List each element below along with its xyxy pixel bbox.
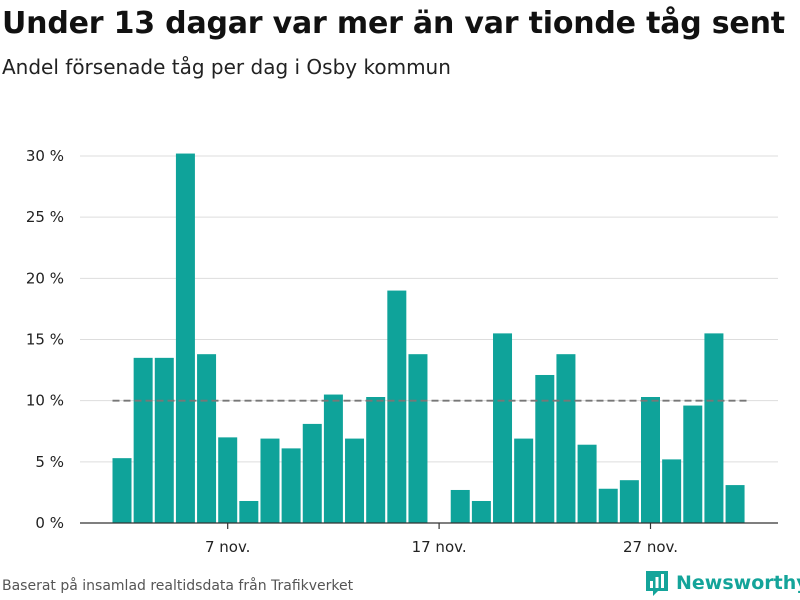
- bar: [725, 485, 745, 523]
- y-tick-label: 25 %: [26, 208, 64, 226]
- bars: [112, 153, 745, 524]
- newsworthy-icon: [646, 571, 668, 596]
- y-tick-label: 10 %: [26, 392, 64, 410]
- x-tick-label: 27 nov.: [623, 538, 678, 556]
- chart-subtitle: Andel försenade tåg per dag i Osby kommu…: [2, 55, 451, 79]
- bar: [704, 333, 724, 523]
- brand-logo: Newsworthy: [644, 569, 800, 597]
- bar: [556, 354, 576, 523]
- bar: [471, 500, 491, 523]
- bar: [302, 423, 322, 523]
- bar: [345, 438, 365, 523]
- bar: [239, 500, 259, 523]
- bar: [112, 458, 132, 523]
- bar: [175, 153, 195, 524]
- bar: [387, 290, 407, 523]
- bar: [619, 480, 639, 523]
- bar: [408, 354, 428, 523]
- axes: 0 % 5 % 10 % 15 % 20 % 25 % 30 % 7 nov. 17 nov. 2…: [26, 147, 778, 556]
- bar: [323, 394, 343, 523]
- bar: [450, 489, 470, 523]
- bar: [154, 357, 174, 523]
- bar: [641, 397, 660, 523]
- bar: [662, 459, 682, 523]
- bar: [281, 448, 301, 523]
- bar: [535, 374, 555, 523]
- bar: [514, 438, 534, 523]
- y-tick-label: 15 %: [26, 331, 64, 349]
- source-note: Baserat på insamlad realtidsdata från Tr…: [2, 578, 354, 594]
- y-tick-label: 20 %: [26, 269, 64, 287]
- bar: [197, 354, 217, 523]
- y-tick-label: 30 %: [26, 147, 64, 165]
- grid-lines: [80, 155, 778, 463]
- bar: [260, 438, 280, 523]
- bar: [366, 397, 386, 523]
- y-tick-label: 5 %: [35, 453, 64, 471]
- x-tick-label: 17 nov.: [412, 538, 467, 556]
- bar: [683, 405, 703, 523]
- bar: [133, 357, 153, 523]
- bar: [218, 437, 238, 523]
- bar: [598, 488, 618, 523]
- x-tick-label: 7 nov.: [205, 538, 250, 556]
- bar: [577, 444, 597, 523]
- y-tick-label: 0 %: [35, 514, 64, 532]
- brand-name: Newsworthy: [676, 572, 800, 594]
- chart-title: Under 13 dagar var mer än var tionde tåg…: [2, 6, 785, 41]
- bar: [493, 333, 513, 523]
